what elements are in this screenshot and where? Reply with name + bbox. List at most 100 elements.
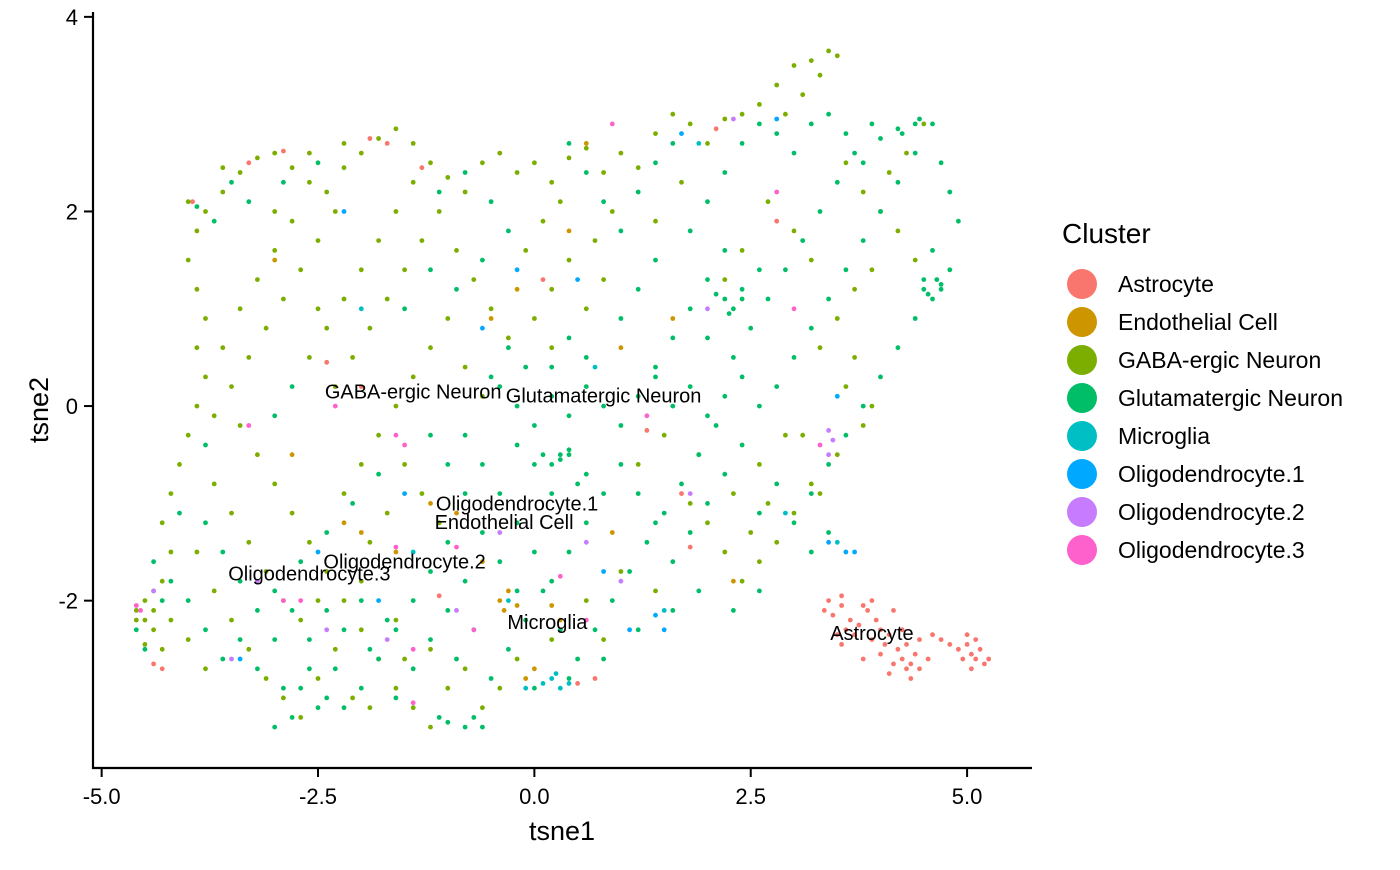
data-point	[964, 642, 970, 647]
data-point	[679, 179, 684, 185]
data-point	[393, 617, 399, 623]
data-point	[618, 462, 624, 467]
data-point	[315, 598, 321, 603]
data-point	[454, 510, 459, 516]
data-point	[246, 355, 252, 360]
data-point	[856, 622, 862, 628]
data-point	[791, 306, 797, 312]
data-point	[358, 530, 364, 535]
data-point	[722, 296, 728, 302]
data-point	[307, 179, 312, 185]
data-point	[635, 491, 641, 496]
data-point	[687, 384, 693, 389]
legend-swatch	[1067, 345, 1097, 375]
data-point	[839, 603, 844, 608]
data-point	[904, 642, 909, 647]
data-point	[341, 598, 347, 603]
data-point	[281, 179, 286, 185]
y-tick-label: -2	[58, 589, 78, 614]
data-point	[739, 374, 745, 380]
data-point	[808, 257, 814, 263]
data-point	[358, 150, 364, 156]
data-point	[428, 432, 433, 438]
data-point	[410, 549, 416, 555]
data-point	[341, 520, 347, 526]
data-point	[757, 267, 762, 273]
data-point	[557, 617, 563, 623]
data-point	[315, 705, 321, 711]
data-point	[705, 306, 710, 312]
data-point	[194, 403, 200, 409]
data-point	[488, 374, 494, 380]
data-point	[921, 277, 927, 282]
data-point	[687, 530, 693, 535]
data-point	[791, 510, 797, 516]
data-point	[973, 637, 979, 642]
data-point	[553, 671, 559, 676]
data-point	[592, 238, 598, 244]
data-point	[670, 559, 676, 565]
data-point	[895, 126, 901, 132]
data-point	[757, 559, 762, 565]
data-point	[731, 608, 736, 613]
data-point	[229, 384, 234, 389]
data-point	[315, 160, 321, 166]
data-point	[133, 603, 139, 608]
data-point	[852, 632, 857, 638]
data-point	[592, 627, 598, 633]
data-point	[925, 291, 931, 297]
data-point	[817, 491, 823, 496]
data-point	[229, 617, 234, 623]
data-point	[601, 170, 606, 175]
data-point	[445, 539, 451, 545]
data-point	[428, 724, 433, 730]
data-point	[514, 442, 520, 448]
data-point	[341, 141, 347, 146]
data-point	[869, 637, 875, 642]
data-point	[523, 617, 529, 623]
data-point	[557, 573, 563, 579]
data-point	[566, 676, 572, 681]
data-point	[480, 705, 485, 711]
data-point	[839, 642, 844, 647]
data-point	[445, 175, 451, 180]
data-point	[315, 676, 321, 681]
data-point	[289, 165, 295, 171]
data-point	[194, 549, 200, 555]
data-point	[237, 637, 243, 642]
data-point	[696, 588, 702, 594]
legend-item: Glutamatergic Neuron	[1067, 383, 1343, 413]
data-point	[826, 539, 831, 545]
data-point	[454, 656, 459, 662]
data-point	[289, 452, 295, 458]
data-point	[731, 116, 736, 122]
data-point	[783, 510, 788, 516]
data-point	[808, 549, 814, 555]
data-point	[255, 666, 260, 672]
data-point	[263, 676, 269, 681]
data-point	[873, 617, 879, 623]
data-point	[532, 666, 537, 672]
data-point	[852, 150, 857, 156]
data-point	[549, 345, 555, 351]
data-point	[462, 578, 468, 584]
data-point	[925, 656, 931, 662]
data-point	[960, 656, 966, 662]
data-point	[255, 452, 260, 458]
data-point	[653, 131, 658, 137]
data-point	[757, 403, 762, 409]
data-point	[575, 681, 580, 686]
axes	[91, 12, 1032, 770]
data-point	[826, 428, 831, 433]
data-point	[982, 661, 987, 667]
data-point	[211, 413, 217, 419]
data-point	[644, 413, 650, 419]
data-point	[834, 316, 840, 321]
data-point	[722, 277, 728, 282]
data-point	[367, 705, 373, 711]
data-point	[497, 559, 503, 565]
data-point	[246, 423, 252, 428]
data-point	[860, 238, 866, 244]
data-point	[497, 491, 503, 496]
data-point	[194, 204, 200, 210]
